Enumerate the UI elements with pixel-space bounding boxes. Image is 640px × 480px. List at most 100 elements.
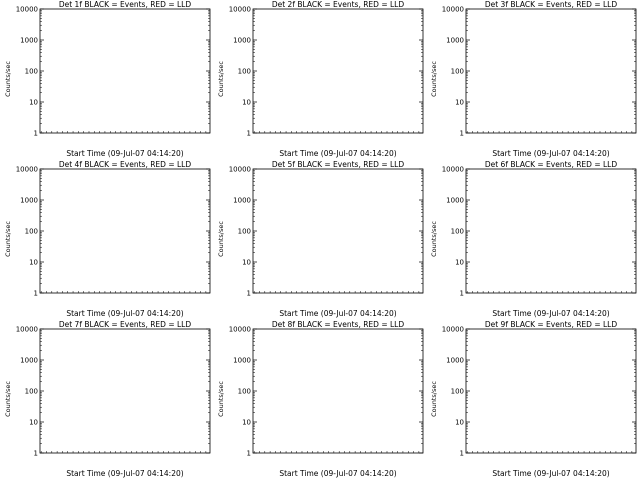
detector-panel: 11010010001000004:1504:3004:4505:0005:15… [213, 0, 426, 160]
plot-frame [252, 168, 424, 294]
y-tick-label: 1 [460, 130, 464, 138]
chart-svg: 11010010001000004:1504:3004:4505:0005:15… [16, 6, 211, 138]
y-tick-label: 1000 [233, 37, 251, 45]
y-tick-label: 10000 [229, 166, 251, 174]
y-tick-label: 1000 [20, 357, 38, 365]
x-axis-label: Start Time (09-Jul-07 04:14:20) [66, 469, 184, 478]
chart-svg: 11010010001000004:1504:3004:4505:0005:15… [442, 326, 637, 458]
y-tick-label: 100 [451, 388, 464, 396]
y-tick-label: 100 [25, 388, 38, 396]
detector-panel: 11010010001000004:1504:3004:4505:0005:15… [213, 160, 426, 320]
y-tick-label: 10000 [442, 166, 464, 174]
panel-title: Det 9f BLACK = Events, RED = LLD [484, 320, 618, 329]
y-axis-label: Counts/sec [217, 61, 225, 97]
y-tick-label: 10 [29, 259, 38, 267]
detector-panel: 11010010001000004:1504:3004:4505:0005:15… [426, 0, 639, 160]
y-axis-label: Counts/sec [4, 221, 12, 257]
y-axis-label: Counts/sec [217, 381, 225, 417]
detector-panel: 11010010001000004:1504:3004:4505:0005:15… [426, 160, 639, 320]
y-tick-label: 10000 [16, 326, 38, 334]
x-axis-label: Start Time (09-Jul-07 04:14:20) [279, 149, 397, 158]
y-tick-label: 100 [238, 68, 251, 76]
y-tick-label: 1 [247, 130, 251, 138]
y-axis-label: Counts/sec [4, 61, 12, 97]
x-axis-label: Start Time (09-Jul-07 04:14:20) [492, 469, 610, 478]
panel-title: Det 6f BLACK = Events, RED = LLD [484, 160, 618, 169]
y-tick-label: 100 [238, 228, 251, 236]
y-axis-label: Counts/sec [430, 381, 438, 417]
chart-svg: 11010010001000004:1504:3004:4505:0005:15… [16, 326, 211, 458]
y-tick-label: 10000 [16, 6, 38, 14]
y-tick-label: 1000 [20, 37, 38, 45]
y-tick-label: 10000 [229, 326, 251, 334]
y-axis-label: Counts/sec [4, 381, 12, 417]
plot-frame [39, 168, 211, 294]
chart-svg: 11010010001000004:1504:3004:4505:0005:15… [442, 166, 637, 298]
chart-svg: 11010010001000004:1504:3004:4505:0005:15… [229, 326, 424, 458]
y-tick-label: 100 [25, 68, 38, 76]
y-tick-label: 100 [238, 388, 251, 396]
plot-frame [465, 328, 637, 454]
y-tick-label: 1 [460, 450, 464, 458]
plot-frame [39, 328, 211, 454]
plot-frame [252, 328, 424, 454]
y-tick-label: 10 [242, 419, 251, 427]
detector-panel: 11010010001000004:1504:3004:4505:0005:15… [213, 320, 426, 480]
y-tick-label: 10000 [442, 326, 464, 334]
y-tick-label: 1 [34, 130, 38, 138]
y-axis-label: Counts/sec [430, 221, 438, 257]
y-tick-label: 1 [247, 290, 251, 298]
panel-title: Det 4f BLACK = Events, RED = LLD [58, 160, 192, 169]
x-axis-label: Start Time (09-Jul-07 04:14:20) [66, 149, 184, 158]
y-tick-label: 1 [34, 290, 38, 298]
y-tick-label: 1000 [446, 197, 464, 205]
y-tick-label: 1000 [446, 37, 464, 45]
plot-frame [465, 168, 637, 294]
detector-panel: 11010010001000004:1504:3004:4505:0005:15… [0, 320, 213, 480]
panel-title: Det 7f BLACK = Events, RED = LLD [58, 320, 192, 329]
y-axis-label: Counts/sec [217, 221, 225, 257]
y-tick-label: 1000 [446, 357, 464, 365]
panel-title: Det 8f BLACK = Events, RED = LLD [271, 320, 405, 329]
panel-title: Det 5f BLACK = Events, RED = LLD [271, 160, 405, 169]
y-tick-label: 10000 [229, 6, 251, 14]
x-axis-label: Start Time (09-Jul-07 04:14:20) [66, 309, 184, 318]
y-tick-label: 100 [451, 228, 464, 236]
detector-panel: 11010010001000004:1504:3004:4505:0005:15… [0, 160, 213, 320]
plot-frame [465, 8, 637, 134]
x-axis-label: Start Time (09-Jul-07 04:14:20) [279, 309, 397, 318]
chart-svg: 11010010001000004:1504:3004:4505:0005:15… [442, 6, 637, 138]
plot-frame [252, 8, 424, 134]
detector-panel: 11010010001000004:1504:3004:4505:0005:15… [0, 0, 213, 160]
y-tick-label: 10 [242, 99, 251, 107]
y-tick-label: 1 [247, 450, 251, 458]
chart-svg: 11010010001000004:1504:3004:4505:0005:15… [16, 166, 211, 298]
y-tick-label: 100 [25, 228, 38, 236]
y-tick-label: 10 [455, 259, 464, 267]
y-axis-label: Counts/sec [430, 61, 438, 97]
x-axis-label: Start Time (09-Jul-07 04:14:20) [279, 469, 397, 478]
y-tick-label: 10000 [16, 166, 38, 174]
detector-panel: 11010010001000004:1504:3004:4505:0005:15… [426, 320, 639, 480]
y-tick-label: 1000 [233, 357, 251, 365]
chart-svg: 11010010001000004:1504:3004:4505:0005:15… [229, 6, 424, 138]
plot-frame [39, 8, 211, 134]
y-tick-label: 10 [242, 259, 251, 267]
y-tick-label: 1 [34, 450, 38, 458]
y-tick-label: 1000 [233, 197, 251, 205]
chart-svg: 11010010001000004:1504:3004:4505:0005:15… [229, 166, 424, 298]
panel-title: Det 2f BLACK = Events, RED = LLD [271, 0, 405, 9]
y-tick-label: 10 [455, 419, 464, 427]
y-tick-label: 10000 [442, 6, 464, 14]
x-axis-label: Start Time (09-Jul-07 04:14:20) [492, 309, 610, 318]
x-axis-label: Start Time (09-Jul-07 04:14:20) [492, 149, 610, 158]
y-tick-label: 1 [460, 290, 464, 298]
y-tick-label: 1000 [20, 197, 38, 205]
panel-title: Det 1f BLACK = Events, RED = LLD [58, 0, 192, 9]
y-tick-label: 10 [29, 419, 38, 427]
y-tick-label: 10 [455, 99, 464, 107]
panel-title: Det 3f BLACK = Events, RED = LLD [484, 0, 618, 9]
y-tick-label: 10 [29, 99, 38, 107]
y-tick-label: 100 [451, 68, 464, 76]
